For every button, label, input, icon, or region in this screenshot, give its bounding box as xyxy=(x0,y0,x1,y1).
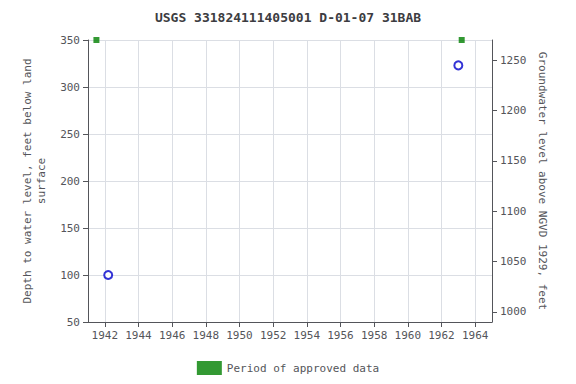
svg-text:1962: 1962 xyxy=(428,329,455,342)
svg-text:50: 50 xyxy=(67,316,80,329)
svg-text:1964: 1964 xyxy=(462,329,489,342)
svg-text:1100: 1100 xyxy=(500,205,527,218)
svg-text:1948: 1948 xyxy=(193,329,220,342)
svg-text:350: 350 xyxy=(60,34,80,47)
svg-text:1944: 1944 xyxy=(125,329,152,342)
svg-text:1946: 1946 xyxy=(159,329,186,342)
svg-text:USGS 331824111405001 D-01-07 3: USGS 331824111405001 D-01-07 31BAB xyxy=(155,10,421,25)
svg-text:1150: 1150 xyxy=(500,154,527,167)
svg-text:1200: 1200 xyxy=(500,104,527,117)
svg-text:Period of approved data: Period of approved data xyxy=(227,362,379,375)
svg-text:1956: 1956 xyxy=(327,329,354,342)
svg-text:1000: 1000 xyxy=(500,305,527,318)
svg-text:150: 150 xyxy=(60,222,80,235)
svg-text:Depth to water level, feet bel: Depth to water level, feet below land xyxy=(21,58,34,303)
svg-text:250: 250 xyxy=(60,128,80,141)
svg-text:1950: 1950 xyxy=(226,329,253,342)
svg-text:1952: 1952 xyxy=(260,329,287,342)
svg-text:1942: 1942 xyxy=(92,329,119,342)
svg-text:300: 300 xyxy=(60,81,80,94)
svg-text:1958: 1958 xyxy=(361,329,388,342)
svg-text:100: 100 xyxy=(60,269,80,282)
svg-text:1960: 1960 xyxy=(395,329,422,342)
svg-text:Groundwater level above NGVD 1: Groundwater level above NGVD 1929, feet xyxy=(536,52,549,310)
svg-text:1954: 1954 xyxy=(294,329,321,342)
svg-text:surface: surface xyxy=(35,158,48,204)
svg-text:1050: 1050 xyxy=(500,255,527,268)
svg-text:200: 200 xyxy=(60,175,80,188)
svg-text:1250: 1250 xyxy=(500,54,527,67)
